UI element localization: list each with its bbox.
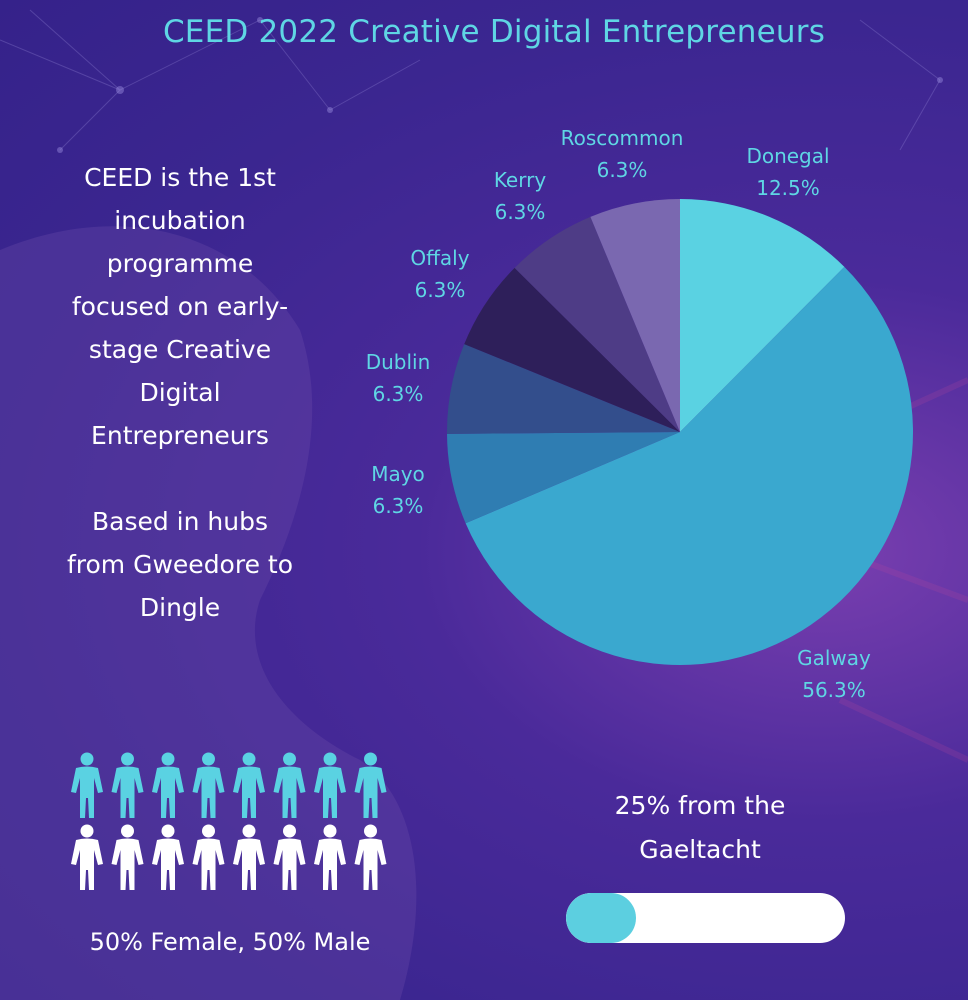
female-person-icon	[314, 752, 346, 818]
pie-label-name: Galway	[797, 646, 871, 670]
male-person-icon	[152, 824, 184, 890]
pie-label-value: 56.3%	[802, 678, 866, 702]
pie-label-dublin: Dublin 6.3%	[313, 346, 483, 410]
pie-label-value: 6.3%	[372, 382, 424, 406]
pie-slice-offaly	[464, 267, 680, 432]
female-person-icon	[111, 752, 144, 818]
pie-label-name: Roscommon	[560, 126, 684, 150]
female-person-icon	[152, 752, 184, 818]
pie-slice-kerry	[514, 216, 680, 432]
pie-label-mayo: Mayo 6.3%	[313, 458, 483, 522]
pie-label-name: Dublin	[365, 350, 431, 374]
pie-label-name: Offaly	[410, 246, 470, 270]
gaeltacht-text: 25% from the Gaeltacht	[614, 791, 786, 864]
pie-label-name: Mayo	[371, 462, 425, 486]
female-person-icon	[192, 752, 225, 818]
pie-slice-roscommon	[590, 199, 680, 432]
pie-slice-dublin	[447, 344, 680, 434]
pie-slice-mayo	[447, 432, 680, 524]
pie-slice-donegal	[680, 199, 845, 432]
pie-label-offaly: Offaly 6.3%	[355, 242, 525, 306]
pie-label-name: Donegal	[746, 144, 830, 168]
female-person-icon	[354, 752, 387, 818]
pie-label-value: 6.3%	[372, 494, 424, 518]
gender-label: 50% Female, 50% Male	[89, 928, 371, 956]
male-person-icon	[71, 824, 103, 890]
pie-label-value: 6.3%	[494, 200, 546, 224]
pie-label-value: 12.5%	[756, 176, 820, 200]
pie-label-value: 6.3%	[414, 278, 466, 302]
pie-label-name: Kerry	[493, 168, 547, 192]
gender-pictogram	[71, 752, 387, 890]
pie-label-donegal: Donegal 12.5%	[703, 140, 873, 204]
male-person-icon	[192, 824, 225, 890]
male-person-icon	[354, 824, 387, 890]
pie-label-roscommon: Roscommon 6.3%	[537, 122, 707, 186]
male-person-icon	[273, 824, 306, 890]
male-person-icon	[233, 824, 265, 890]
male-person-icon	[111, 824, 144, 890]
gaeltacht-progress-fill	[566, 893, 636, 943]
pie-label-value: 6.3%	[596, 158, 648, 182]
pie-slice-galway	[465, 266, 913, 666]
female-person-icon	[233, 752, 265, 818]
pie-label-kerry: Kerry 6.3%	[435, 164, 605, 228]
gaeltacht-progress-bar	[566, 893, 845, 943]
female-person-icon	[273, 752, 306, 818]
intro-text: CEED is the 1st incubation programme foc…	[71, 163, 289, 450]
pie-label-galway: Galway 56.3%	[749, 642, 919, 706]
page-title: CEED 2022 Creative Digital Entrepreneurs	[162, 14, 826, 50]
hubs-text: Based in hubs from Gweedore to Dingle	[66, 507, 294, 622]
male-person-icon	[314, 824, 346, 890]
female-person-icon	[71, 752, 103, 818]
